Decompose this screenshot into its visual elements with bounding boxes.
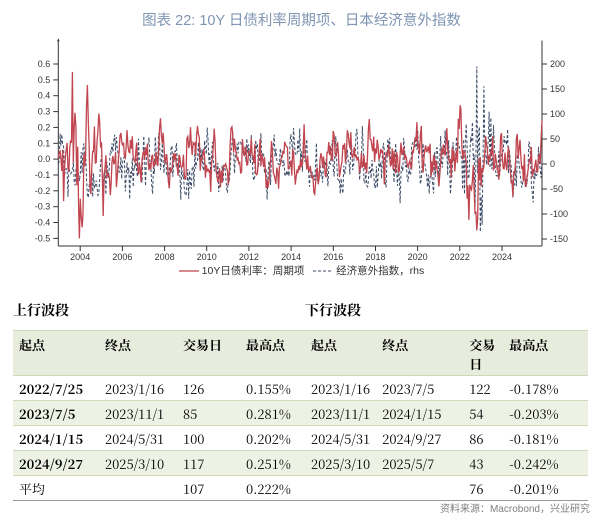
svg-text:2004: 2004 — [70, 252, 90, 262]
svg-text:2014: 2014 — [281, 252, 301, 262]
svg-text:-150: -150 — [550, 234, 568, 244]
svg-text:-0.2: -0.2 — [35, 186, 51, 196]
svg-text:0.0: 0.0 — [38, 154, 51, 164]
svg-text:0.3: 0.3 — [38, 107, 51, 117]
svg-text:0.5: 0.5 — [38, 75, 51, 85]
svg-text:150: 150 — [550, 84, 565, 94]
svg-text:2024: 2024 — [492, 252, 512, 262]
svg-text:-50: -50 — [550, 184, 563, 194]
svg-text:2012: 2012 — [239, 252, 259, 262]
svg-text:0.4: 0.4 — [38, 91, 51, 101]
svg-text:0.2: 0.2 — [38, 122, 51, 132]
svg-text:200: 200 — [550, 59, 565, 69]
svg-text:2020: 2020 — [408, 252, 428, 262]
svg-text:-0.1: -0.1 — [35, 170, 51, 180]
svg-text:-0.5: -0.5 — [35, 233, 51, 243]
svg-text:-0.3: -0.3 — [35, 202, 51, 212]
svg-text:100: 100 — [550, 109, 565, 119]
svg-text:-100: -100 — [550, 209, 568, 219]
svg-text:2010: 2010 — [197, 252, 217, 262]
svg-text:0.1: 0.1 — [38, 138, 51, 148]
svg-text:2008: 2008 — [155, 252, 175, 262]
svg-text:-0.4: -0.4 — [35, 218, 51, 228]
svg-text:2016: 2016 — [323, 252, 343, 262]
svg-text:2018: 2018 — [365, 252, 385, 262]
svg-text:0: 0 — [550, 159, 555, 169]
svg-text:2006: 2006 — [112, 252, 132, 262]
svg-text:2022: 2022 — [450, 252, 470, 262]
svg-text:0.6: 0.6 — [38, 59, 51, 69]
svg-text:50: 50 — [550, 134, 560, 144]
